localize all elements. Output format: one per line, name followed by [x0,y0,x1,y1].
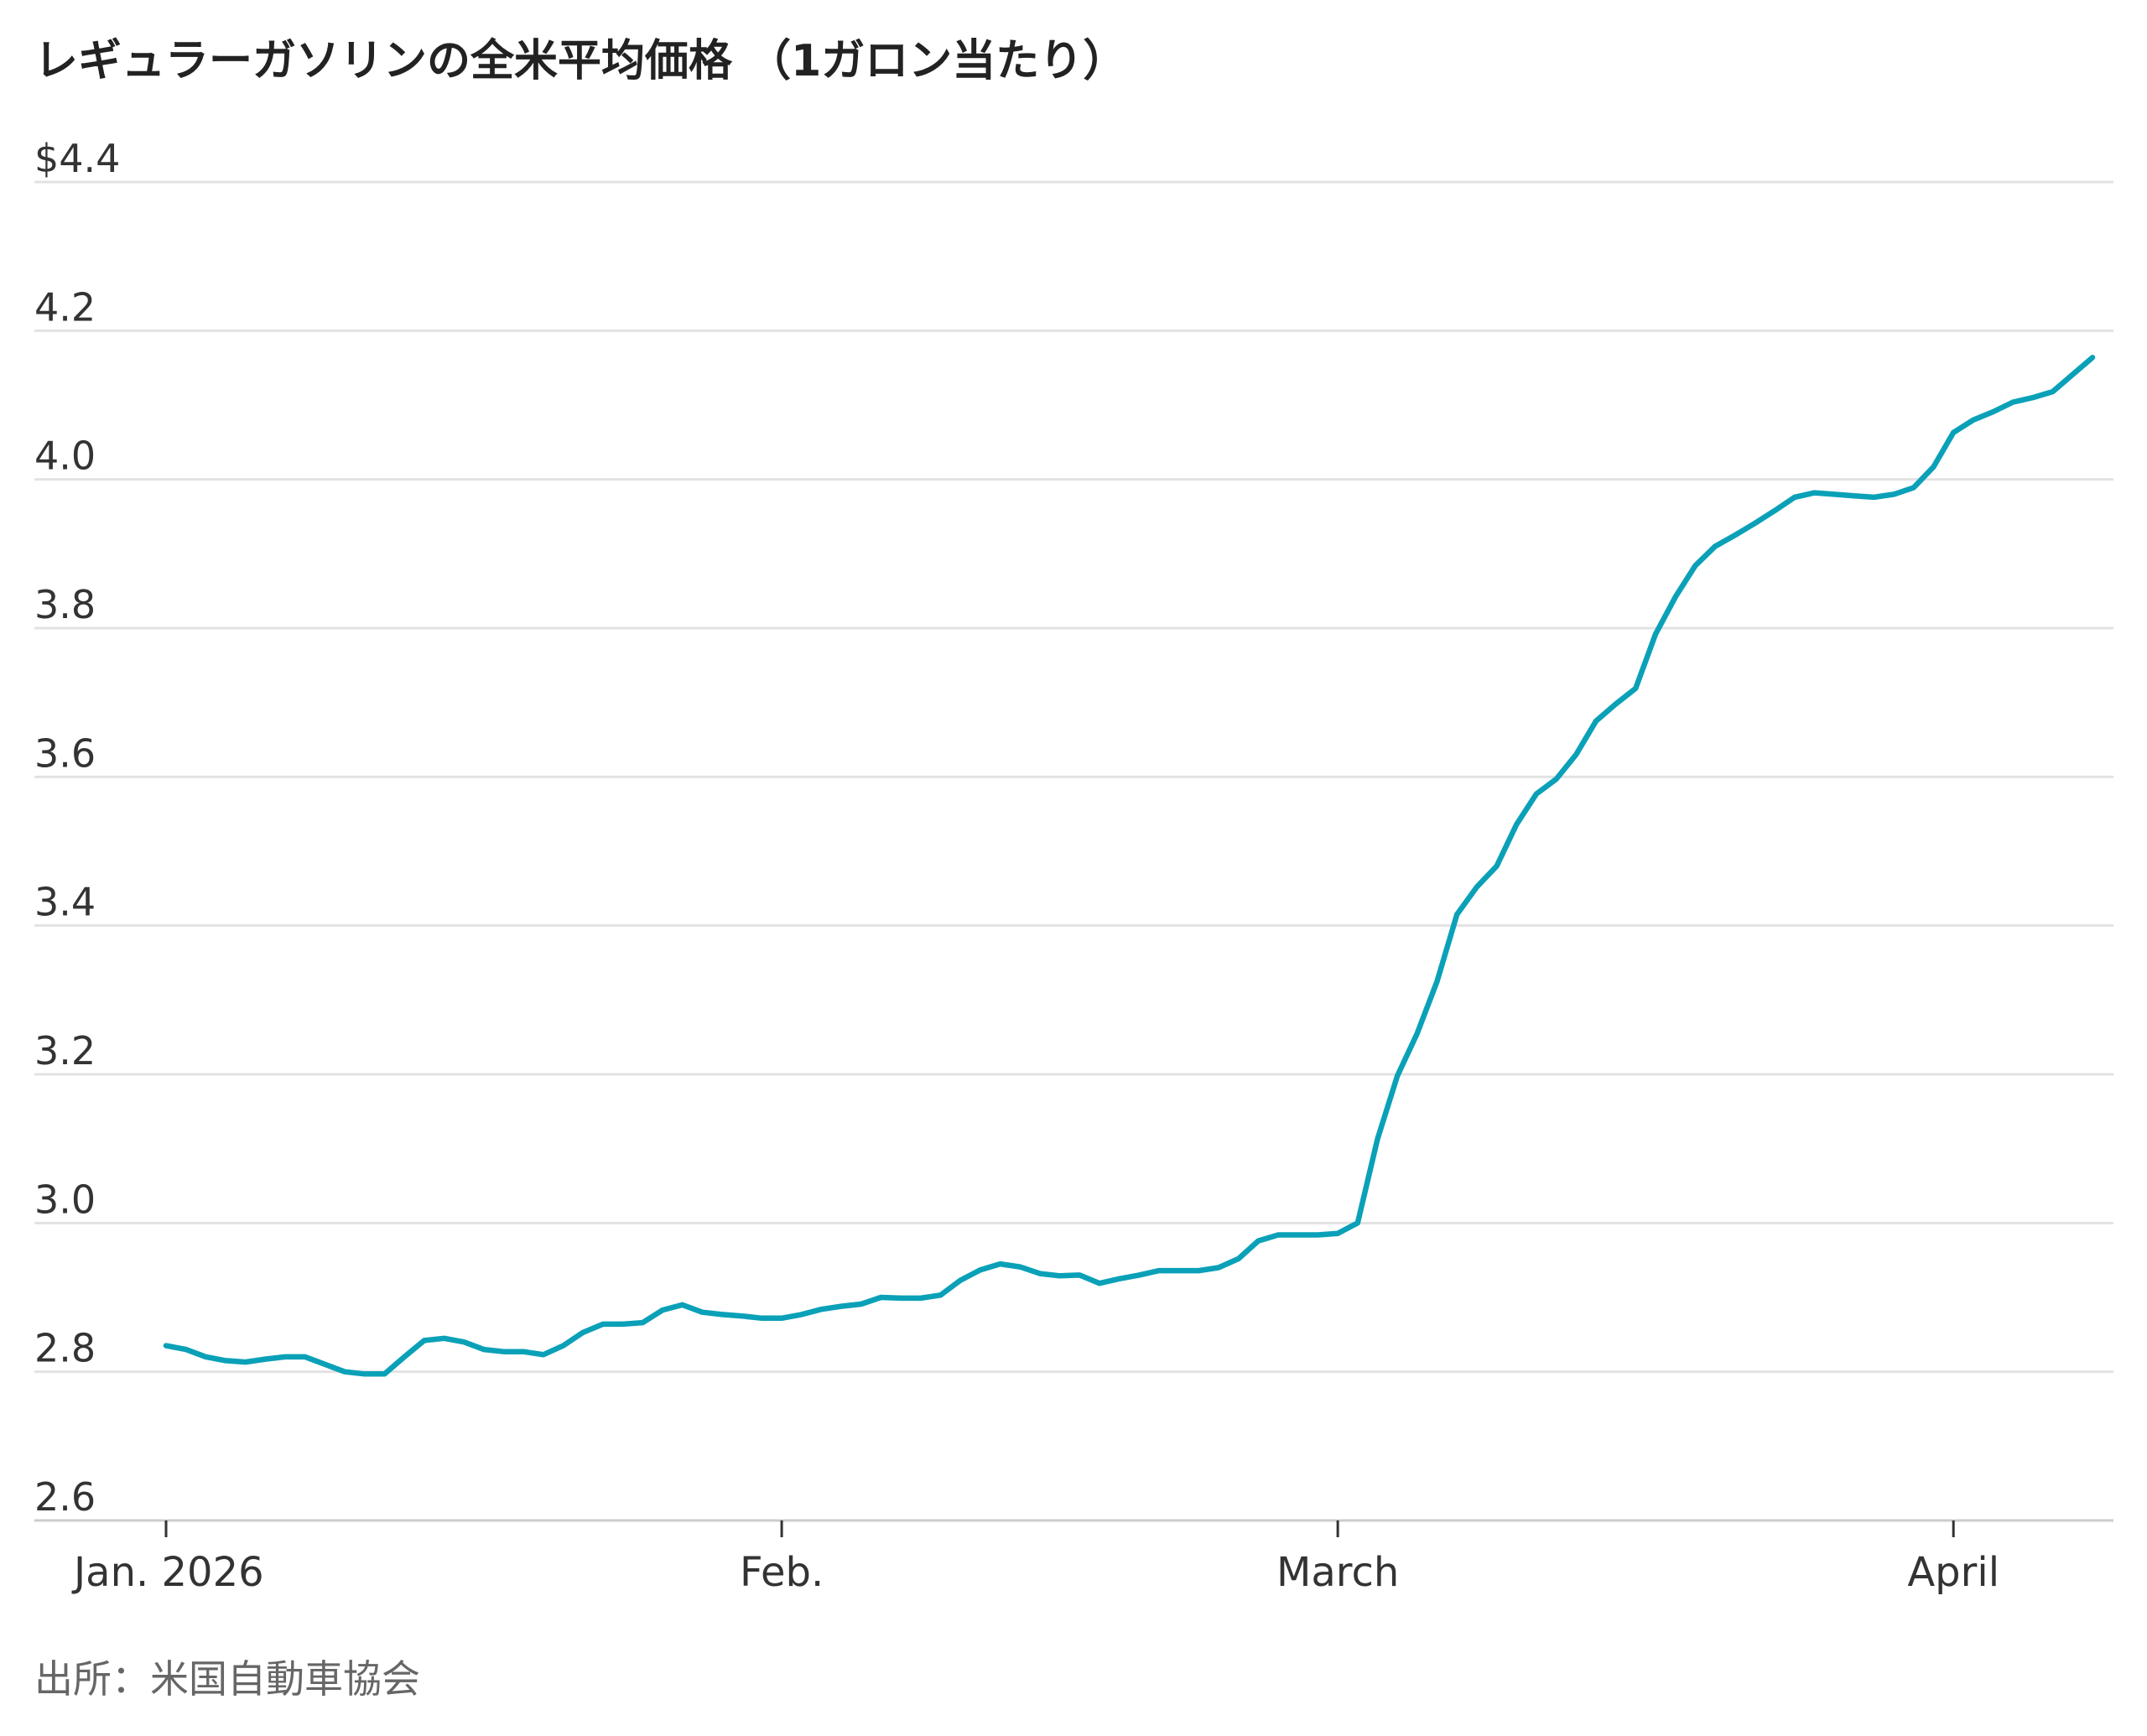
y-tick-label: 3.4 [34,880,96,925]
y-tick-label: 4.0 [34,434,96,479]
y-tick-label: 3.2 [34,1028,96,1073]
y-tick-label: 4.2 [34,284,96,330]
x-tick-label: Jan. 2026 [71,1549,264,1596]
source-note: 出所：米国自動車協会 [34,1656,420,1702]
y-tick-label: 2.8 [34,1326,96,1371]
y-tick-label: 3.0 [34,1177,96,1222]
price-line [163,355,2096,1377]
y-tick-label: 3.8 [34,582,96,627]
y-tick-label: 2.6 [34,1474,96,1520]
chart-title: レギュラーガソリンの全米平均価格 （1ガロン当たり） [34,36,1126,86]
x-tick-label: April [1907,1549,1999,1596]
y-tick-label: $4.4 [34,136,120,181]
x-tick-label: Feb. [740,1549,824,1596]
x-tick-label: March [1276,1549,1399,1596]
y-tick-label: 3.6 [34,730,96,776]
